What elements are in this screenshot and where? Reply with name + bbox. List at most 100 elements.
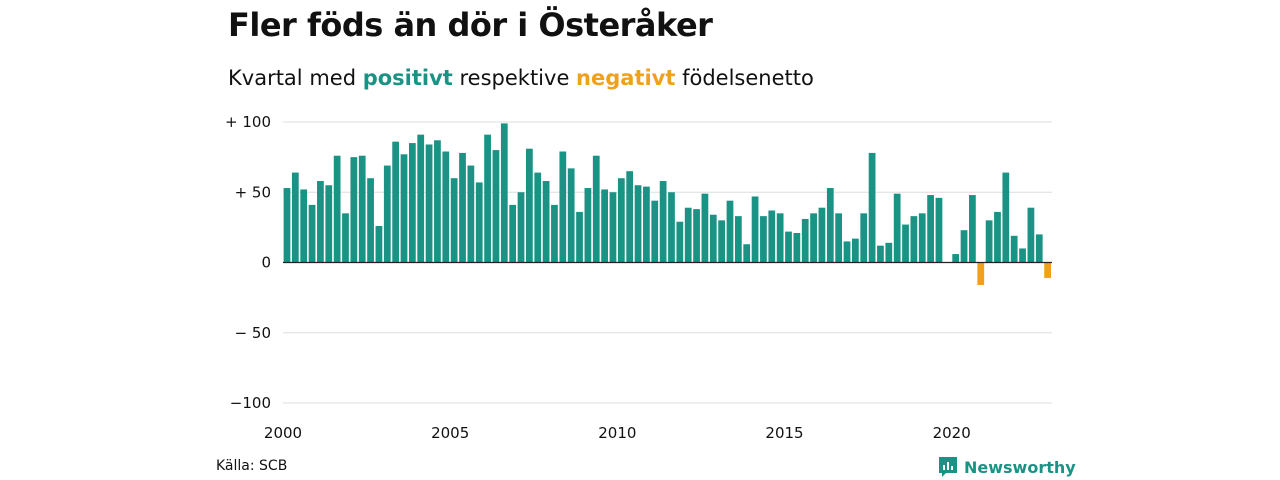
bar — [1044, 262, 1051, 278]
bar — [526, 148, 533, 263]
bar — [969, 195, 976, 263]
source-note: Källa: SCB — [216, 458, 288, 474]
bar — [626, 171, 634, 263]
newsworthy-logo-icon — [939, 457, 957, 477]
bar — [400, 154, 408, 263]
bar — [350, 157, 358, 263]
bar — [576, 211, 583, 263]
bar — [467, 165, 475, 263]
bar — [734, 216, 742, 263]
y-tick-label: − 50 — [235, 324, 271, 342]
bar — [860, 213, 868, 263]
bar — [693, 209, 700, 263]
bar — [902, 224, 909, 263]
y-tick-label: 0 — [261, 254, 271, 272]
bar — [801, 218, 809, 263]
bar — [325, 185, 333, 263]
bar — [342, 213, 349, 263]
subtitle-middle: respektive — [452, 66, 577, 90]
bar — [475, 182, 483, 263]
bar — [643, 186, 650, 263]
subtitle-suffix: födelsenetto — [675, 66, 814, 90]
bar — [534, 172, 542, 263]
bar — [785, 231, 792, 263]
bar — [283, 188, 291, 263]
bar — [1019, 248, 1026, 263]
bar — [877, 245, 884, 263]
bar — [484, 134, 491, 263]
bar — [676, 221, 684, 263]
chart-subtitle: Kvartal med positivt respektive negativt… — [228, 66, 814, 90]
y-tick-label: −100 — [230, 394, 271, 412]
subtitle-prefix: Kvartal med — [228, 66, 363, 90]
brand-logo: Newsworthy — [938, 456, 1076, 478]
bar — [851, 238, 859, 263]
x-tick-label: 2020 — [933, 424, 971, 442]
x-tick-label: 2015 — [765, 424, 803, 442]
bar — [450, 178, 458, 263]
bar — [584, 188, 592, 263]
x-tick-label: 2005 — [431, 424, 469, 442]
bar — [375, 225, 383, 263]
bar — [1035, 234, 1043, 263]
bar — [542, 181, 550, 263]
bar — [743, 244, 751, 263]
bar — [308, 204, 316, 263]
bar — [1027, 207, 1035, 263]
bar — [952, 254, 960, 263]
bar — [651, 200, 659, 263]
bar — [684, 207, 692, 263]
bar — [893, 193, 901, 263]
bar — [567, 168, 575, 263]
bar — [977, 262, 985, 285]
bar — [333, 155, 341, 263]
bar — [392, 141, 400, 263]
bar — [634, 185, 642, 263]
bar — [617, 178, 625, 263]
bar — [960, 230, 968, 263]
bar — [434, 140, 441, 263]
bar — [885, 242, 893, 263]
x-tick-label: 2000 — [264, 424, 302, 442]
bar — [500, 123, 508, 263]
bar — [701, 193, 709, 263]
bar — [994, 211, 1001, 263]
bar — [868, 152, 876, 263]
bar — [768, 210, 776, 263]
bar — [592, 155, 600, 263]
y-tick-label: + 100 — [225, 113, 271, 131]
bar — [659, 181, 667, 263]
bar — [492, 150, 500, 263]
bar — [601, 189, 608, 263]
bar — [358, 155, 366, 263]
bar — [509, 204, 517, 263]
bar — [935, 197, 943, 263]
bar — [559, 151, 567, 263]
bar — [291, 172, 299, 263]
chart-title: Fler föds än dör i Österåker — [228, 6, 713, 44]
bar — [776, 213, 784, 263]
bar — [726, 200, 734, 263]
bar — [609, 192, 617, 263]
y-tick-label: + 50 — [235, 183, 271, 201]
bar — [818, 207, 826, 263]
bar — [417, 134, 425, 263]
bar — [927, 195, 934, 263]
bar — [985, 220, 993, 263]
bar — [810, 213, 817, 263]
x-tick-label: 2010 — [598, 424, 636, 442]
bar — [517, 192, 525, 263]
bar — [367, 178, 374, 263]
bar — [408, 143, 416, 263]
bar — [718, 220, 726, 263]
brand-name: Newsworthy — [964, 457, 1076, 477]
bar — [918, 213, 926, 263]
bar — [459, 152, 466, 263]
bar — [1010, 235, 1018, 263]
bar — [300, 189, 308, 263]
subtitle-negative-word: negativt — [576, 66, 676, 90]
bar — [425, 144, 433, 263]
bar — [826, 188, 834, 263]
subtitle-positive-word: positivt — [362, 66, 453, 90]
